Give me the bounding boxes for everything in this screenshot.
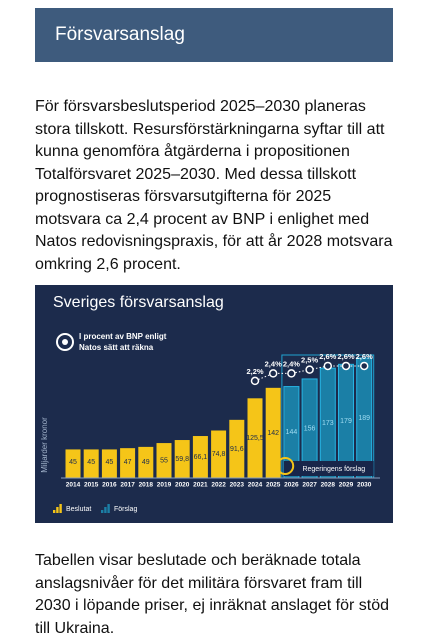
bar-value-label: 45 xyxy=(87,459,95,466)
x-tick-label: 2014 xyxy=(66,482,81,489)
bnp-value-label: 2,6% xyxy=(356,352,373,361)
bar-value-label: 91,6 xyxy=(230,446,244,453)
proposal-box xyxy=(283,461,374,476)
x-tick-label: 2015 xyxy=(84,482,99,489)
bnp-icon-dot xyxy=(62,339,68,345)
bar xyxy=(247,398,263,478)
bnp-icon xyxy=(56,333,74,351)
bar xyxy=(83,449,99,478)
x-tick-label: 2024 xyxy=(248,482,263,489)
bar-value-label: 55 xyxy=(160,457,168,464)
legend-swatch xyxy=(101,510,104,513)
legend-swatch xyxy=(56,507,59,513)
bnp-point xyxy=(323,361,333,371)
legend-label: Beslutat xyxy=(66,506,91,513)
legend-swatch xyxy=(107,504,110,513)
bar xyxy=(156,443,172,478)
legend-swatch xyxy=(53,510,56,513)
x-tick-label: 2021 xyxy=(193,482,208,489)
x-tick-label: 2019 xyxy=(157,482,172,489)
bar xyxy=(229,419,245,478)
bar-value-label: 156 xyxy=(304,425,316,432)
bar-value-label: 45 xyxy=(106,459,114,466)
bar xyxy=(138,446,154,478)
bnp-point xyxy=(305,365,314,374)
x-tick-label: 2027 xyxy=(302,482,317,489)
bar xyxy=(192,436,208,478)
bar xyxy=(211,430,227,478)
x-tick-label: 2018 xyxy=(139,482,154,489)
x-tick-label: 2020 xyxy=(175,482,190,489)
bar-value-label: 47 xyxy=(124,459,132,466)
chart: Sveriges försvarsanslag Miljarder kronor… xyxy=(35,285,393,523)
bnp-point xyxy=(268,369,278,378)
x-tick-label: 2026 xyxy=(284,482,299,489)
bar-value-label: 179 xyxy=(340,418,352,425)
bar-value-label: 49 xyxy=(142,459,150,466)
bar-value-label: 144 xyxy=(286,429,298,436)
bnp-label: I procent av BNP enligt xyxy=(79,332,167,341)
bar xyxy=(101,449,117,478)
x-tick-label: 2022 xyxy=(211,482,226,489)
bar-value-label: 45 xyxy=(69,459,77,466)
x-tick-label: 2023 xyxy=(230,482,245,489)
bnp-label: Natos sätt att räkna xyxy=(79,343,154,352)
bnp-point xyxy=(359,361,369,371)
bnp-value-label: 2,2% xyxy=(246,367,263,376)
legend-swatch xyxy=(59,504,62,513)
bar-value-label: 74,8 xyxy=(212,451,226,458)
bnp-value-label: 2,4% xyxy=(265,359,282,368)
paragraph: För försvarsbeslutsperiod 2025–2030 plan… xyxy=(35,98,393,273)
x-tick-label: 2017 xyxy=(120,482,135,489)
bnp-value-label: 2,4% xyxy=(283,359,300,368)
section-header: Försvarsanslag xyxy=(35,8,393,62)
bnp-point xyxy=(341,361,351,371)
chart-title: Sveriges försvarsanslag xyxy=(53,294,224,311)
bnp-point xyxy=(250,376,260,386)
y-axis-label: Miljarder kronor xyxy=(40,417,49,473)
x-tick-label: 2025 xyxy=(266,482,281,489)
bnp-value-label: 2,6% xyxy=(337,352,354,361)
bar-value-label: 173 xyxy=(322,420,334,427)
bnp-value-label: 2,5% xyxy=(301,356,318,365)
bnp-value-label: 2,6% xyxy=(319,352,336,361)
bar-value-label: 59,8 xyxy=(175,456,189,463)
x-tick-label: 2028 xyxy=(321,482,336,489)
legend-label: Förslag xyxy=(114,506,137,513)
bar xyxy=(120,448,136,478)
x-tick-label: 2016 xyxy=(102,482,117,489)
paragraph: Tabellen visar beslutade och beräknade t… xyxy=(35,552,390,637)
bar-value-label: 189 xyxy=(358,415,370,422)
x-tick-label: 2030 xyxy=(357,482,372,489)
bar-value-label: 66,1 xyxy=(194,454,208,461)
bar xyxy=(265,387,281,478)
legend-swatch xyxy=(104,507,107,513)
bar xyxy=(65,449,81,478)
bnp-point xyxy=(287,369,296,378)
proposal-note: Regeringens förslag xyxy=(302,466,365,473)
transition-marker xyxy=(276,457,295,475)
bar-value-label: 142 xyxy=(267,430,279,437)
bar-value-label: 125,5 xyxy=(246,435,264,442)
bar xyxy=(174,440,190,478)
x-tick-label: 2029 xyxy=(339,482,354,489)
